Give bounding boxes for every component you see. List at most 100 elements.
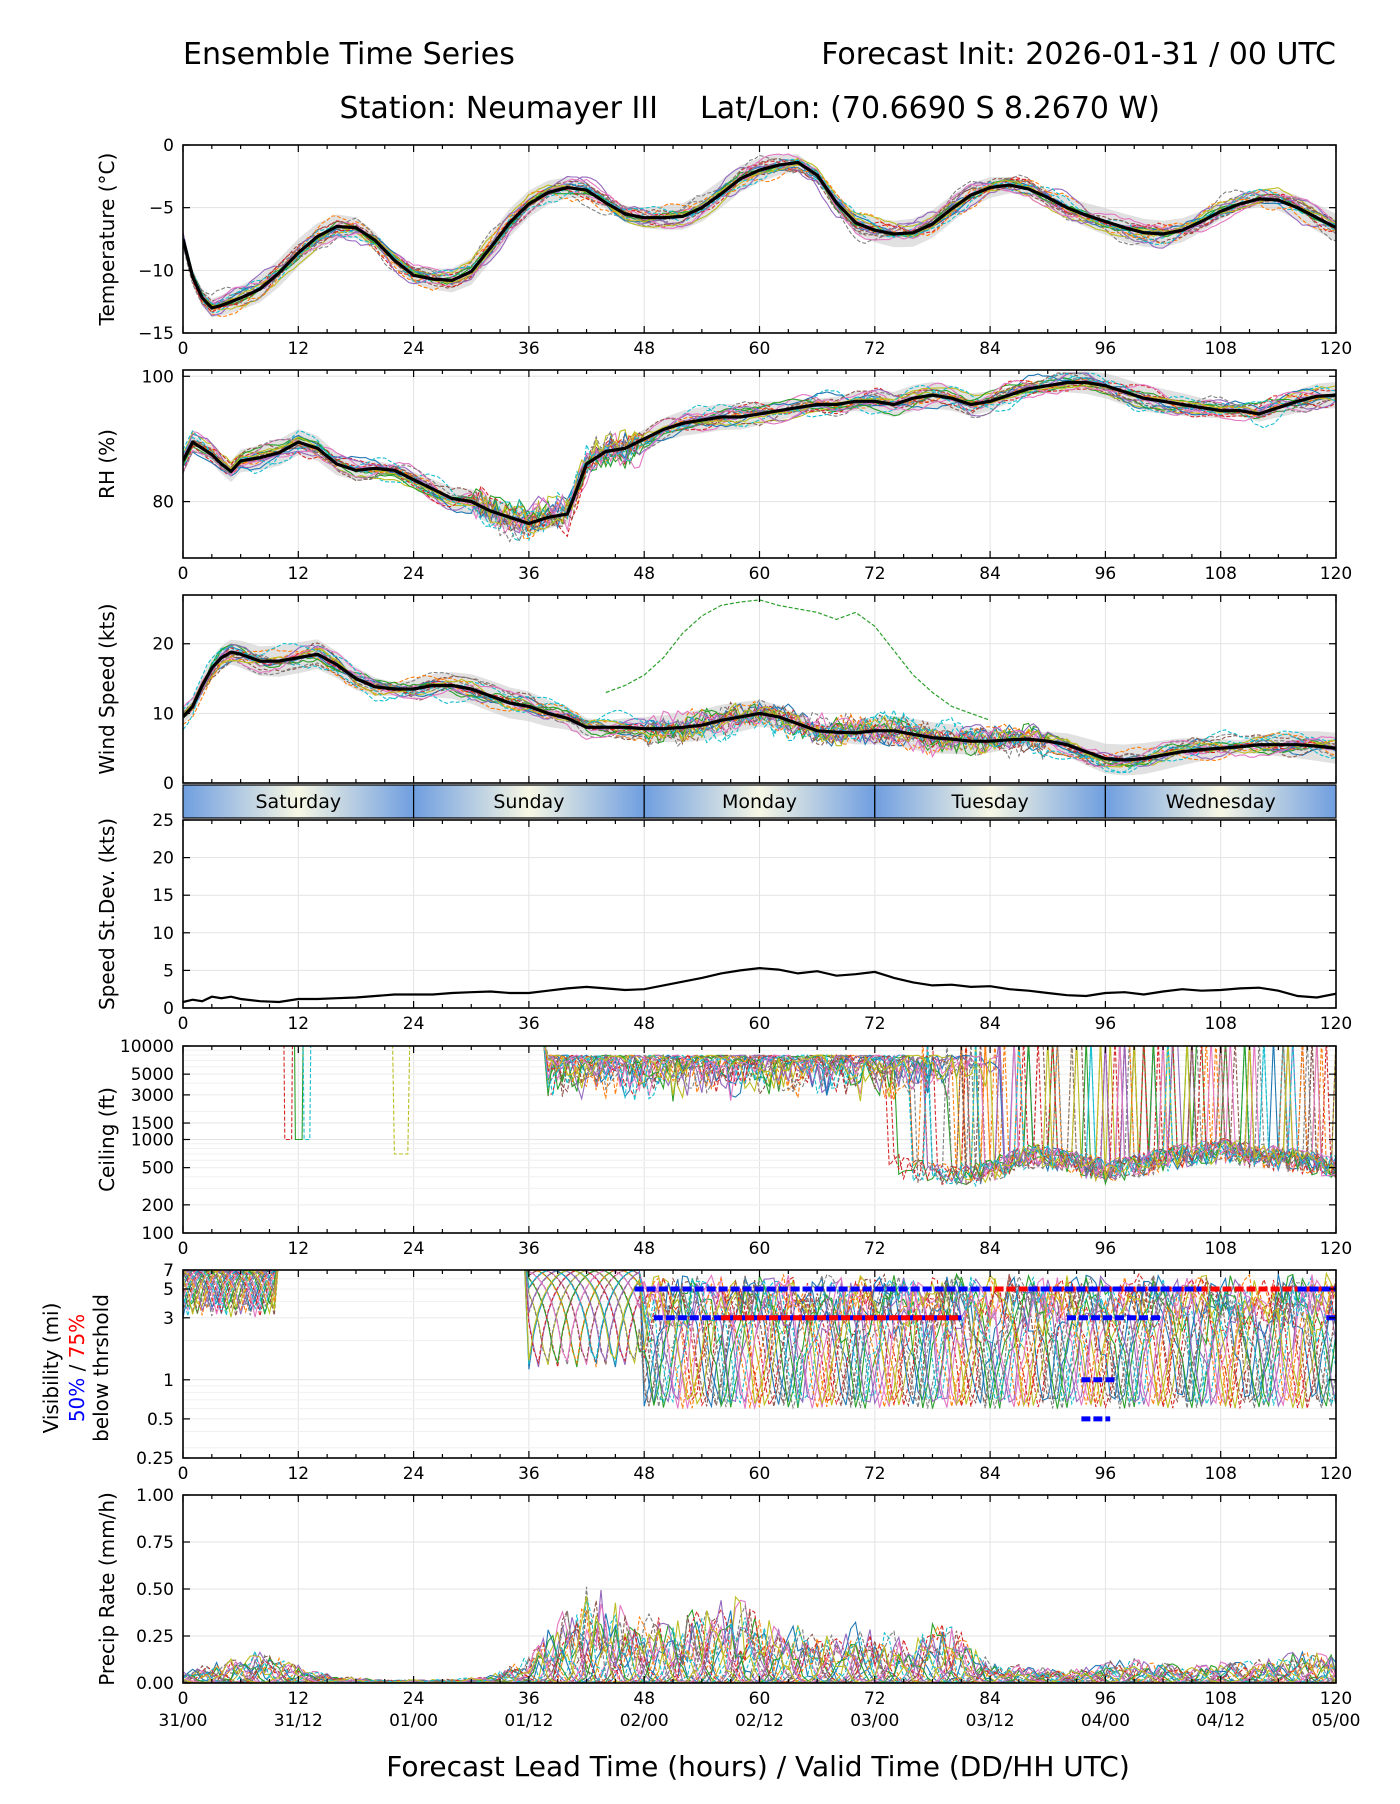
x-tick-label: 24 bbox=[403, 564, 425, 584]
valid-time-label: 05/00 bbox=[1312, 1711, 1361, 1731]
x-tick-label: 60 bbox=[749, 1014, 771, 1034]
x-tick-label: 60 bbox=[749, 339, 771, 359]
x-tick-label: 24 bbox=[403, 1689, 425, 1709]
ensemble-member bbox=[183, 379, 1336, 538]
x-tick-label: 120 bbox=[1320, 1239, 1352, 1259]
ticks-temperature bbox=[182, 144, 1337, 334]
valid-time-label: 03/00 bbox=[850, 1711, 899, 1731]
day-label: Saturday bbox=[255, 791, 341, 813]
x-tick-label: 36 bbox=[518, 564, 540, 584]
ticks-rh bbox=[182, 370, 1337, 558]
ensemble-member bbox=[183, 380, 1336, 535]
y-tick-label: 1000 bbox=[131, 1131, 174, 1151]
y-axis-label: RH (%) bbox=[95, 429, 119, 499]
ensemble-member bbox=[183, 377, 1336, 532]
visibility-member bbox=[183, 1270, 1336, 1408]
y-tick-label: 0.25 bbox=[136, 1627, 174, 1647]
panel-speed_stdev: 0 12 24 36 48 60 72 84 96 108 120 0 5 10 15 20 25 Speed S… bbox=[95, 811, 1352, 1034]
y-tick-label: 200 bbox=[142, 1196, 174, 1216]
y-axis-label: Speed St.Dev. (kts) bbox=[95, 818, 119, 1010]
ensemble-member bbox=[183, 164, 1336, 307]
ensemble-member bbox=[183, 159, 1336, 305]
x-tick-label: 60 bbox=[749, 564, 771, 584]
ceiling-spike bbox=[283, 1046, 293, 1141]
valid-time-label: 01/00 bbox=[389, 1711, 438, 1731]
x-tick-label: 36 bbox=[518, 1689, 540, 1709]
x-tick-label: 120 bbox=[1320, 564, 1352, 584]
x-tick-label: 96 bbox=[1095, 1464, 1117, 1484]
y-tick-label: −5 bbox=[149, 199, 174, 219]
x-tick-label: 96 bbox=[1095, 1014, 1117, 1034]
ticks-speed_stdev bbox=[182, 819, 1337, 1009]
plot-area-wind_speed bbox=[183, 599, 1336, 776]
plot-area-visibility bbox=[183, 1270, 1336, 1422]
x-tick-label: 24 bbox=[403, 1014, 425, 1034]
ceiling-member bbox=[544, 1046, 1336, 1180]
y-tick-label: 100 bbox=[142, 1224, 174, 1244]
y-tick-label: 0.00 bbox=[136, 1674, 174, 1694]
x-tick-label: 0 bbox=[178, 1014, 189, 1034]
panel-wind_speed: 0 10 20 Wind Speed (kts) bbox=[95, 594, 1337, 794]
x-tick-label: 96 bbox=[1095, 564, 1117, 584]
x-tick-label: 72 bbox=[864, 1689, 886, 1709]
grid-visibility bbox=[182, 1269, 1337, 1459]
y-tick-label: 10000 bbox=[120, 1037, 174, 1057]
y-axis-label: Ceiling (ft) bbox=[95, 1087, 119, 1192]
x-tick-label: 72 bbox=[864, 1239, 886, 1259]
visibility-member bbox=[183, 1270, 1336, 1409]
visibility-member bbox=[183, 1270, 1336, 1410]
x-tick-label: 24 bbox=[403, 339, 425, 359]
x-tick-label: 24 bbox=[403, 1239, 425, 1259]
grid-rh bbox=[182, 370, 1337, 558]
title-latlon: Lat/Lon: (70.6690 S 8.2670 W) bbox=[700, 91, 1160, 126]
y-axis-label: Wind Speed (kts) bbox=[95, 603, 119, 774]
valid-time-label: 04/12 bbox=[1196, 1711, 1245, 1731]
panel-temperature: 0 12 24 36 48 60 72 84 96 108 120 0 −5 −10 −15 Temperat… bbox=[95, 136, 1352, 359]
panel-visibility: 0 12 24 36 48 60 72 84 96 108 120 75 3 1 0.5 0.25 Visibi… bbox=[39, 1261, 1352, 1484]
ceiling-member bbox=[544, 1046, 1336, 1186]
x-tick-label: 108 bbox=[1204, 564, 1236, 584]
x-tick-label: 48 bbox=[633, 1014, 655, 1034]
y-axis-label: Precip Rate (mm/h) bbox=[95, 1492, 119, 1686]
x-tick-label: 48 bbox=[633, 1689, 655, 1709]
ensemble-member bbox=[183, 646, 1336, 774]
x-tick-label: 84 bbox=[979, 1239, 1001, 1259]
x-tick-label: 60 bbox=[749, 1239, 771, 1259]
x-tick-label: 36 bbox=[518, 1014, 540, 1034]
x-tick-label: 12 bbox=[287, 1239, 309, 1259]
day-label: Sunday bbox=[493, 791, 564, 813]
ensemble-member bbox=[183, 372, 1336, 533]
valid-time-label: 31/00 bbox=[159, 1711, 208, 1731]
grid-speed_stdev bbox=[182, 819, 1337, 1009]
y-tick-label: 0 bbox=[163, 774, 174, 794]
x-tick-label: 108 bbox=[1204, 1239, 1236, 1259]
panel-precip: 0 12 24 36 48 60 72 84 96 108 120 0.00 0.25 0.50 0.75 1… bbox=[95, 1486, 1352, 1709]
ticks-visibility bbox=[182, 1269, 1337, 1459]
y-tick-label: 25 bbox=[152, 811, 174, 831]
label-50pct: 50% bbox=[65, 1378, 89, 1422]
y-tick-label: 1 bbox=[163, 1371, 174, 1391]
day-cell bbox=[1104, 784, 1337, 819]
day-cell bbox=[643, 784, 876, 819]
y-axis-label: Visibility (mi) bbox=[39, 1303, 63, 1434]
y-tick-label: 0.75 bbox=[136, 1533, 174, 1553]
valid-time-label: 01/12 bbox=[504, 1711, 553, 1731]
ticks-precip bbox=[182, 1494, 1337, 1684]
ticks-ceiling bbox=[182, 1045, 1337, 1234]
y-tick-label: 1.00 bbox=[136, 1486, 174, 1506]
x-tick-label: 84 bbox=[979, 339, 1001, 359]
label-separator: / bbox=[65, 1358, 89, 1377]
y-axis-label: Temperature (°C) bbox=[95, 153, 119, 327]
y-tick-label: 10 bbox=[152, 704, 174, 724]
x-tick-label: 108 bbox=[1204, 339, 1236, 359]
x-tick-label: 36 bbox=[518, 1464, 540, 1484]
y-tick-label: 15 bbox=[152, 886, 174, 906]
ensemble-mean-line bbox=[183, 380, 1336, 526]
x-tick-label: 84 bbox=[979, 564, 1001, 584]
ceiling-member bbox=[543, 1046, 1336, 1185]
day-cell bbox=[413, 784, 645, 819]
y-tick-label: 7 bbox=[163, 1261, 174, 1281]
ceiling-spike bbox=[392, 1046, 411, 1155]
